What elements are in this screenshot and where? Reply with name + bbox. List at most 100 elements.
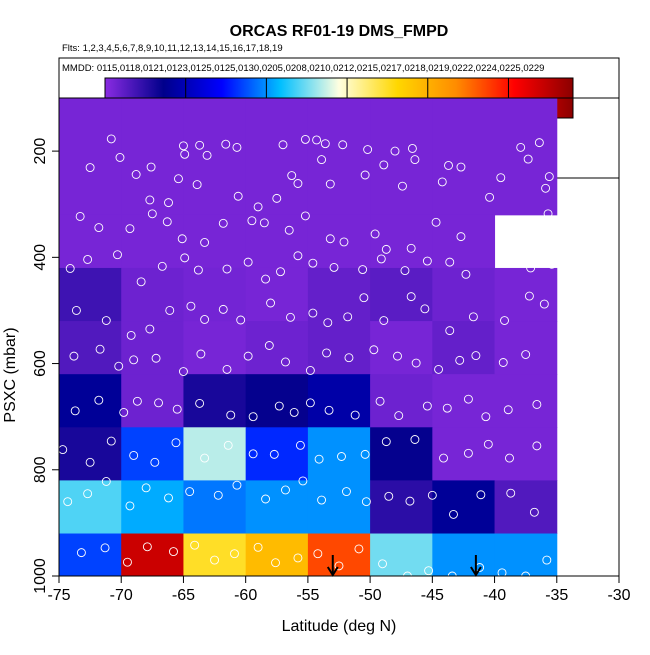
- heatmap-cell: [494, 480, 558, 535]
- data-point: [442, 403, 452, 413]
- heatmap-cell: [370, 267, 433, 322]
- data-point: [247, 216, 257, 226]
- data-point: [342, 487, 351, 497]
- data-point: [381, 244, 391, 254]
- data-point: [410, 155, 420, 165]
- data-point: [338, 140, 348, 150]
- heatmap-cell: [59, 98, 122, 216]
- heatmap-cell: [121, 321, 184, 375]
- data-point: [376, 254, 386, 264]
- heatmap-cell: [432, 480, 496, 535]
- data-point: [393, 351, 402, 361]
- data-point: [293, 251, 303, 261]
- data-point: [94, 395, 104, 405]
- data-point: [233, 191, 243, 201]
- data-point: [427, 490, 437, 500]
- arrow-head: [326, 566, 339, 577]
- data-point: [370, 229, 380, 239]
- data-point: [468, 312, 478, 322]
- data-point: [411, 358, 421, 368]
- x-tick-label: -30: [607, 587, 630, 604]
- data-point: [541, 183, 551, 193]
- heatmap-cell: [183, 267, 247, 322]
- y-axis-label: PSXC (mbar): [2, 327, 19, 422]
- data-point: [471, 351, 481, 361]
- data-point: [248, 412, 258, 422]
- data-point: [106, 436, 116, 446]
- data-point: [524, 291, 534, 301]
- data-point: [95, 344, 105, 354]
- heatmap-cell: [121, 427, 184, 481]
- heatmap-cell: [370, 214, 433, 269]
- heatmap-cell: [432, 374, 496, 428]
- data-point: [131, 170, 141, 179]
- data-point: [526, 263, 536, 273]
- data-point: [343, 312, 353, 322]
- heatmap-cell: [183, 321, 247, 375]
- data-point: [437, 177, 447, 187]
- data-point: [192, 180, 202, 190]
- data-point: [75, 211, 85, 221]
- data-point: [218, 218, 228, 228]
- data-point: [100, 543, 110, 553]
- data-point: [253, 542, 263, 552]
- data-point: [476, 490, 486, 500]
- data-point: [145, 195, 155, 205]
- data-point: [222, 264, 232, 274]
- data-point: [323, 318, 333, 328]
- x-tick-label: -75: [47, 587, 70, 604]
- data-point: [431, 217, 441, 227]
- data-point: [542, 555, 552, 565]
- data-point: [119, 407, 129, 417]
- data-point: [162, 217, 172, 227]
- data-point: [505, 453, 514, 463]
- data-point: [439, 453, 448, 463]
- data-point: [324, 405, 334, 415]
- data-point: [463, 394, 473, 404]
- data-point: [232, 142, 242, 152]
- x-tick-label: -40: [483, 587, 506, 604]
- x-tick-label: -35: [545, 587, 568, 604]
- data-point: [266, 298, 276, 308]
- heatmap-cell: [59, 267, 122, 322]
- data-point: [456, 232, 466, 242]
- data-point: [202, 150, 212, 160]
- heatmap-cell: [307, 374, 371, 428]
- data-point: [498, 253, 508, 263]
- heatmap-cell: [183, 214, 247, 269]
- heatmap-cell: [370, 480, 433, 535]
- data-point: [271, 558, 280, 568]
- x-tick-label: -45: [421, 587, 444, 604]
- data-point: [157, 261, 167, 271]
- data-point: [146, 162, 156, 172]
- chart-title: ORCAS RF01-19 DMS_FMPD: [230, 23, 449, 40]
- data-point: [529, 507, 539, 517]
- data-point: [305, 366, 315, 375]
- data-point: [463, 448, 473, 458]
- heatmap-cell: [307, 427, 371, 481]
- data-point: [281, 485, 290, 495]
- heatmap-cell: [494, 427, 558, 481]
- data-point: [293, 553, 303, 563]
- data-point: [101, 316, 111, 325]
- data-point: [410, 435, 420, 444]
- data-point: [361, 497, 371, 507]
- heatmap-cell: [59, 533, 122, 577]
- data-point: [534, 138, 544, 148]
- data-point: [289, 407, 299, 417]
- data-point: [445, 257, 455, 267]
- y-tick-label: 600: [32, 350, 49, 377]
- heatmap-cell: [370, 321, 433, 375]
- data-point: [174, 174, 183, 184]
- data-point: [300, 211, 310, 221]
- heatmap-cell: [121, 267, 184, 322]
- data-point: [329, 262, 339, 272]
- data-point: [354, 544, 364, 554]
- data-point: [69, 351, 79, 361]
- data-point: [200, 453, 210, 463]
- data-point: [177, 234, 187, 244]
- x-tick-label: -50: [359, 587, 382, 604]
- data-point: [312, 135, 322, 145]
- heatmap-cell: [245, 98, 309, 216]
- data-point: [506, 488, 516, 498]
